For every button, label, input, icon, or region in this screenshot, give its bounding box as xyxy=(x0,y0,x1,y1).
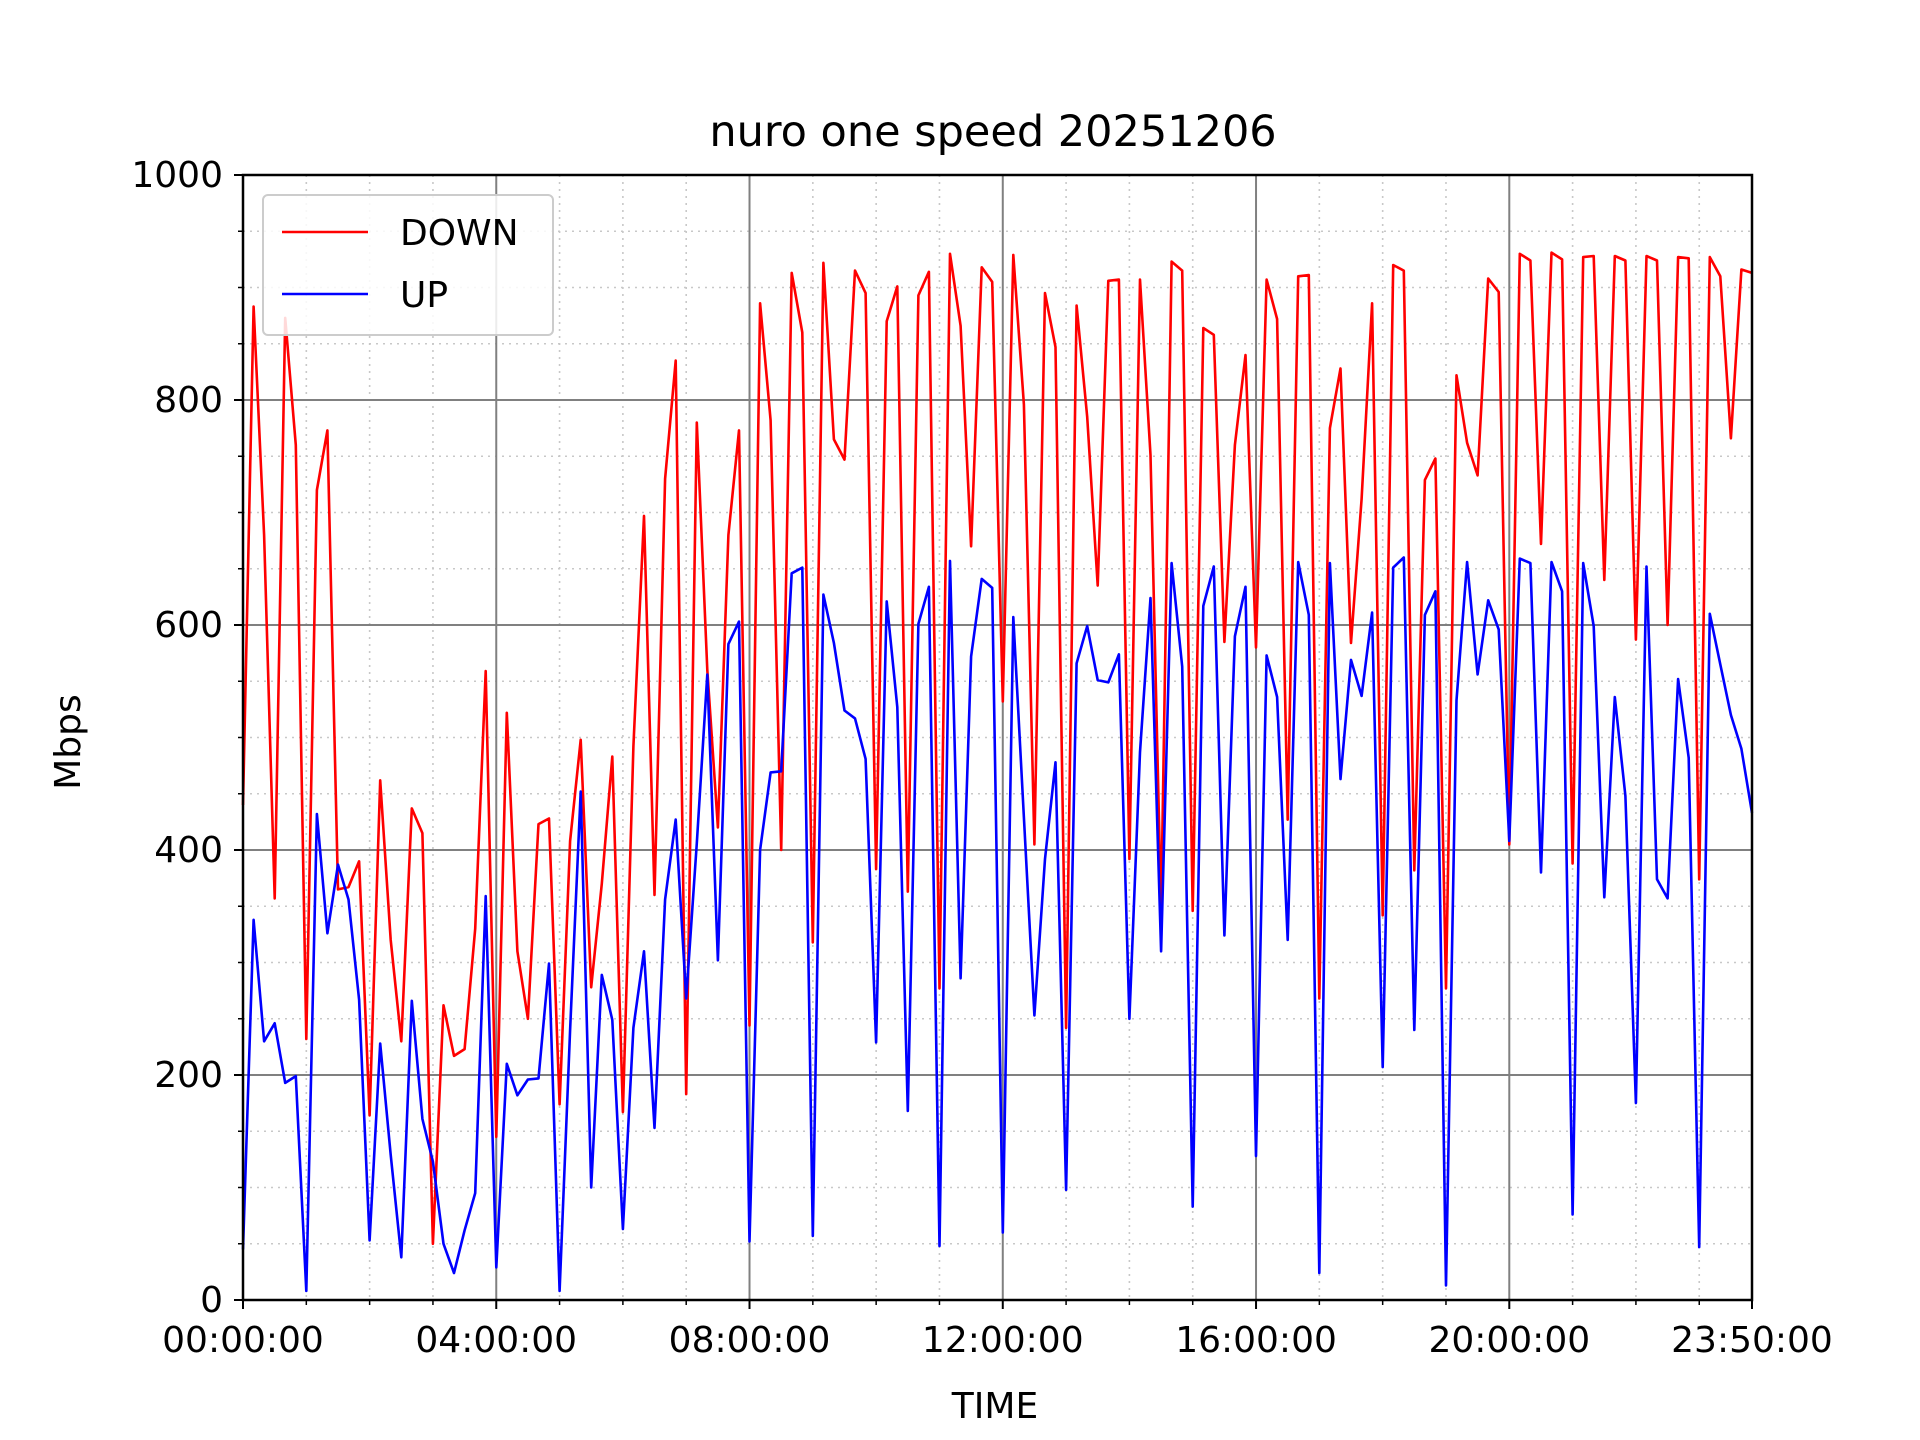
y-axis-label: Mbps xyxy=(48,694,89,790)
y-tick-label: 1000 xyxy=(131,155,223,196)
x-tick-label: 20:00:00 xyxy=(1428,1320,1590,1361)
x-tick-label: 16:00:00 xyxy=(1175,1320,1337,1361)
x-tick-label: 00:00:00 xyxy=(162,1320,324,1361)
legend-label-up: UP xyxy=(400,275,448,316)
legend-box xyxy=(262,194,554,336)
legend: DOWN UP xyxy=(262,194,554,336)
x-tick-label: 12:00:00 xyxy=(922,1320,1084,1361)
x-axis-label: TIME xyxy=(951,1386,1038,1427)
y-tick-label: 0 xyxy=(200,1280,223,1321)
x-tick-label: 08:00:00 xyxy=(669,1320,831,1361)
x-tick-label: 04:00:00 xyxy=(415,1320,577,1361)
y-tick-label: 600 xyxy=(154,605,223,646)
y-tick-label: 400 xyxy=(154,830,223,871)
chart-title: nuro one speed 20251206 xyxy=(709,107,1276,157)
y-tick-label: 200 xyxy=(154,1055,223,1096)
x-tick-label: 23:50:00 xyxy=(1671,1320,1833,1361)
series-line-down xyxy=(241,251,1753,1246)
series-line-up xyxy=(241,556,1754,1293)
y-tick-label: 800 xyxy=(154,380,223,421)
legend-label-down: DOWN xyxy=(400,213,519,254)
series-layer xyxy=(241,251,1754,1293)
axis-ticks: 0 200 400 600 800 1000 00:00:00 04:00:00 08:00:0… xyxy=(131,155,1832,1361)
